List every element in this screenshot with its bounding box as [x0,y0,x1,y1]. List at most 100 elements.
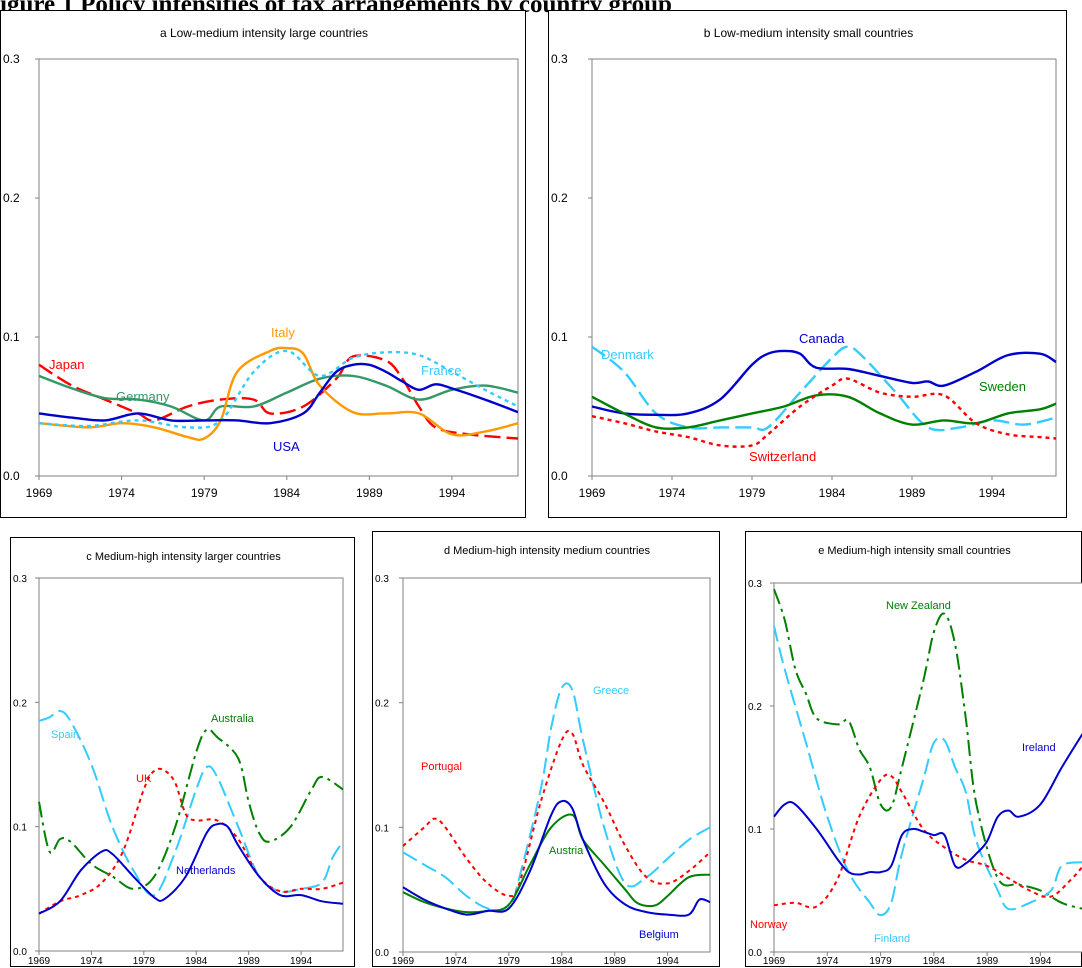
chart-panel-a: a Low-medium intensity large countries 0.… [0,10,526,518]
x-tick-label: 1969 [28,956,51,967]
y-tick-label: 0.3 [748,579,762,590]
x-tick-label: 1994 [290,956,313,967]
series-label-switzerland: Switzerland [749,449,816,464]
series-label-japan: Japan [49,357,84,372]
y-tick-label: 0.2 [13,698,27,709]
plot-area [38,58,519,477]
series-line-greece [402,682,711,913]
x-tick-label: 1994 [439,486,466,500]
x-tick-label: 1984 [819,486,846,500]
series-line-portugal [402,729,711,898]
plot-area [38,577,344,952]
x-tick-label: 1989 [976,956,999,967]
series-label-usa: USA [273,439,300,454]
x-tick-label: 1979 [869,956,892,967]
y-tick-label: 0.0 [748,948,762,959]
chart-title: e Medium-high intensity small countries [818,545,1011,557]
x-tick-label: 1969 [579,486,606,500]
x-tick-label: 1989 [356,486,383,500]
series-label-australia: Australia [211,713,255,725]
chart-svg: a Low-medium intensity large countries 0.… [3,26,519,500]
y-tick-label: 0.3 [551,52,568,66]
x-tick-label: 1994 [979,486,1006,500]
series-label-portugal: Portugal [421,761,462,773]
x-tick-label: 1969 [392,956,415,967]
series-label-austria: Austria [549,845,584,857]
chart-title: a Low-medium intensity large countries [160,26,368,40]
plot-area [402,577,711,953]
series-label-norway: Norway [750,919,788,931]
chart-svg: d Medium-high intensity medium countries… [375,545,711,967]
y-tick-label: 0.3 [3,52,20,66]
series-label-netherlands: Netherlands [176,865,236,877]
series-label-new-zealand: New Zealand [886,600,951,612]
series-line-denmark [591,345,1057,432]
x-tick-label: 1974 [108,486,135,500]
series-line-norway [773,773,1082,909]
series-label-spain: Spain [51,729,79,741]
series-line-new-zealand [773,588,1082,910]
y-tick-label: 0.2 [748,702,762,713]
y-tick-label: 0.1 [375,823,389,834]
series-label-uk: UK [136,773,152,785]
x-tick-label: 1979 [133,956,156,967]
x-tick-label: 1979 [739,486,766,500]
series-label-denmark: Denmark [601,347,654,362]
series-line-japan [38,354,519,440]
x-tick-label: 1984 [185,956,208,967]
y-tick-label: 0.2 [375,699,389,710]
chart-title: d Medium-high intensity medium countries [444,545,651,557]
x-tick-label: 1969 [26,486,53,500]
x-tick-label: 1984 [551,956,574,967]
y-tick-label: 0.2 [551,191,568,205]
series-line-australia [38,728,344,890]
chart-panel-b: b Low-medium intensity small countries 0.… [548,10,1067,518]
x-tick-label: 1984 [923,956,946,967]
series-label-germany: Germany [116,389,170,404]
series-label-sweden: Sweden [979,379,1026,394]
series-line-usa [38,362,519,425]
chart-panel-c: c Medium-high intensity larger countries… [10,537,355,967]
chart-svg: e Medium-high intensity small countries 0… [748,545,1082,967]
chart-panel-d: d Medium-high intensity medium countries… [372,531,720,967]
x-tick-label: 1994 [657,956,680,967]
series-line-germany [38,374,519,422]
y-tick-label: 0.3 [375,574,389,585]
series-line-belgium [402,799,711,917]
x-tick-label: 1989 [899,486,926,500]
x-tick-label: 1984 [273,486,300,500]
series-label-finland: Finland [874,933,910,945]
x-tick-label: 1989 [238,956,261,967]
x-tick-label: 1979 [191,486,218,500]
y-tick-label: 0.0 [551,469,568,483]
series-line-sweden [591,393,1057,430]
series-line-canada [591,349,1057,417]
series-label-france: France [421,363,461,378]
chart-title: c Medium-high intensity larger countries [86,551,281,563]
x-tick-label: 1974 [445,956,468,967]
y-tick-label: 0.1 [3,330,20,344]
y-tick-label: 0.2 [3,191,20,205]
series-line-finland [773,625,1082,917]
x-tick-label: 1994 [1029,956,1052,967]
series-label-belgium: Belgium [639,929,679,941]
y-tick-label: 0.1 [13,823,27,834]
chart-svg: c Medium-high intensity larger countries… [13,551,344,967]
y-tick-label: 0.0 [3,469,20,483]
x-tick-label: 1974 [659,486,686,500]
y-tick-label: 0.1 [551,330,568,344]
series-line-ireland [773,732,1082,876]
x-tick-label: 1974 [80,956,103,967]
series-label-ireland: Ireland [1022,742,1056,754]
series-label-italy: Italy [271,325,295,340]
y-tick-label: 0.0 [13,947,27,958]
x-tick-label: 1969 [763,956,786,967]
x-tick-label: 1974 [816,956,839,967]
x-tick-label: 1979 [498,956,521,967]
series-label-canada: Canada [799,331,845,346]
plot-area [591,58,1057,477]
chart-title: b Low-medium intensity small countries [704,26,913,40]
series-line-switzerland [591,377,1057,448]
series-line-france [38,349,519,429]
y-tick-label: 0.3 [13,574,27,585]
